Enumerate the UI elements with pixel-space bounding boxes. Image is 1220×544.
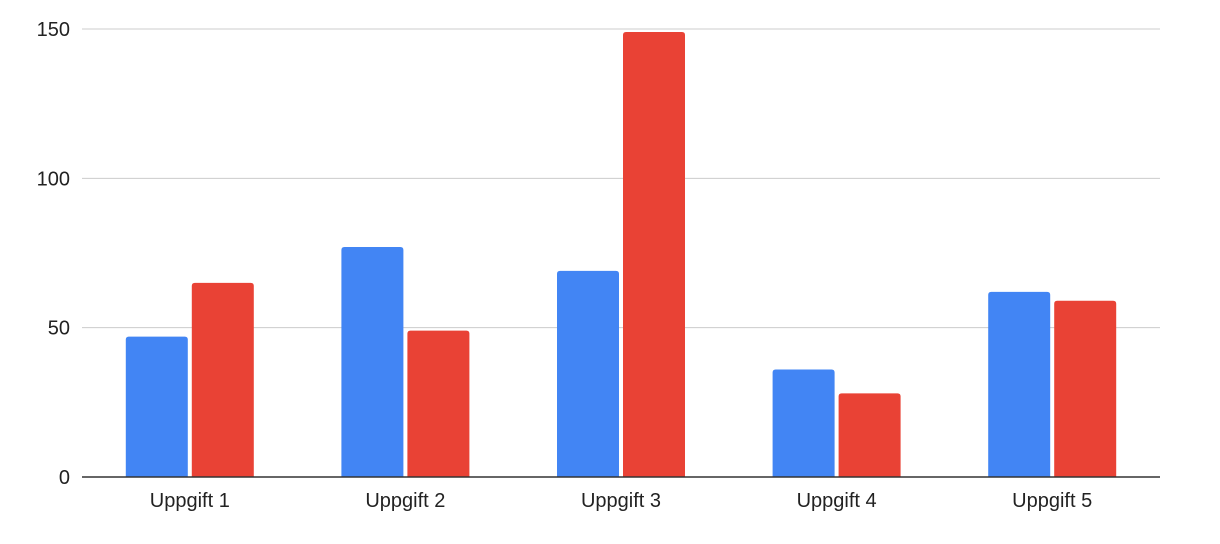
bar-series2-cat4 <box>838 393 901 477</box>
y-axis-ticks: 0 50 100 150 <box>37 19 70 489</box>
bar-series2-cat3 <box>623 31 685 478</box>
bar-series1-cat3 <box>557 270 619 477</box>
bar-series1-cat5 <box>988 291 1051 477</box>
bar-series1-cat1 <box>125 336 188 477</box>
bar-series2-cat5 <box>1054 300 1117 477</box>
bar-series2-cat1 <box>191 282 254 477</box>
bar-series1-cat2 <box>341 247 404 477</box>
y-tick-label: 0 <box>59 467 70 489</box>
bar-series2-cat2 <box>407 330 470 477</box>
y-tick-label: 100 <box>37 168 70 190</box>
gridlines <box>82 28 1160 329</box>
y-tick-label: 150 <box>37 19 70 41</box>
x-category-label: Uppgift 4 <box>797 490 877 512</box>
x-axis-categories: Uppgift 1 Uppgift 2 Uppgift 3 Uppgift 4 Uppg… <box>150 490 1092 512</box>
x-category-label: Uppgift 1 <box>150 490 230 512</box>
bars <box>125 31 1117 478</box>
y-tick-label: 50 <box>48 318 70 340</box>
x-category-label: Uppgift 2 <box>365 490 445 512</box>
x-category-label: Uppgift 3 <box>581 490 661 512</box>
bar-series1-cat4 <box>772 369 835 477</box>
x-category-label: Uppgift 5 <box>1012 490 1092 512</box>
